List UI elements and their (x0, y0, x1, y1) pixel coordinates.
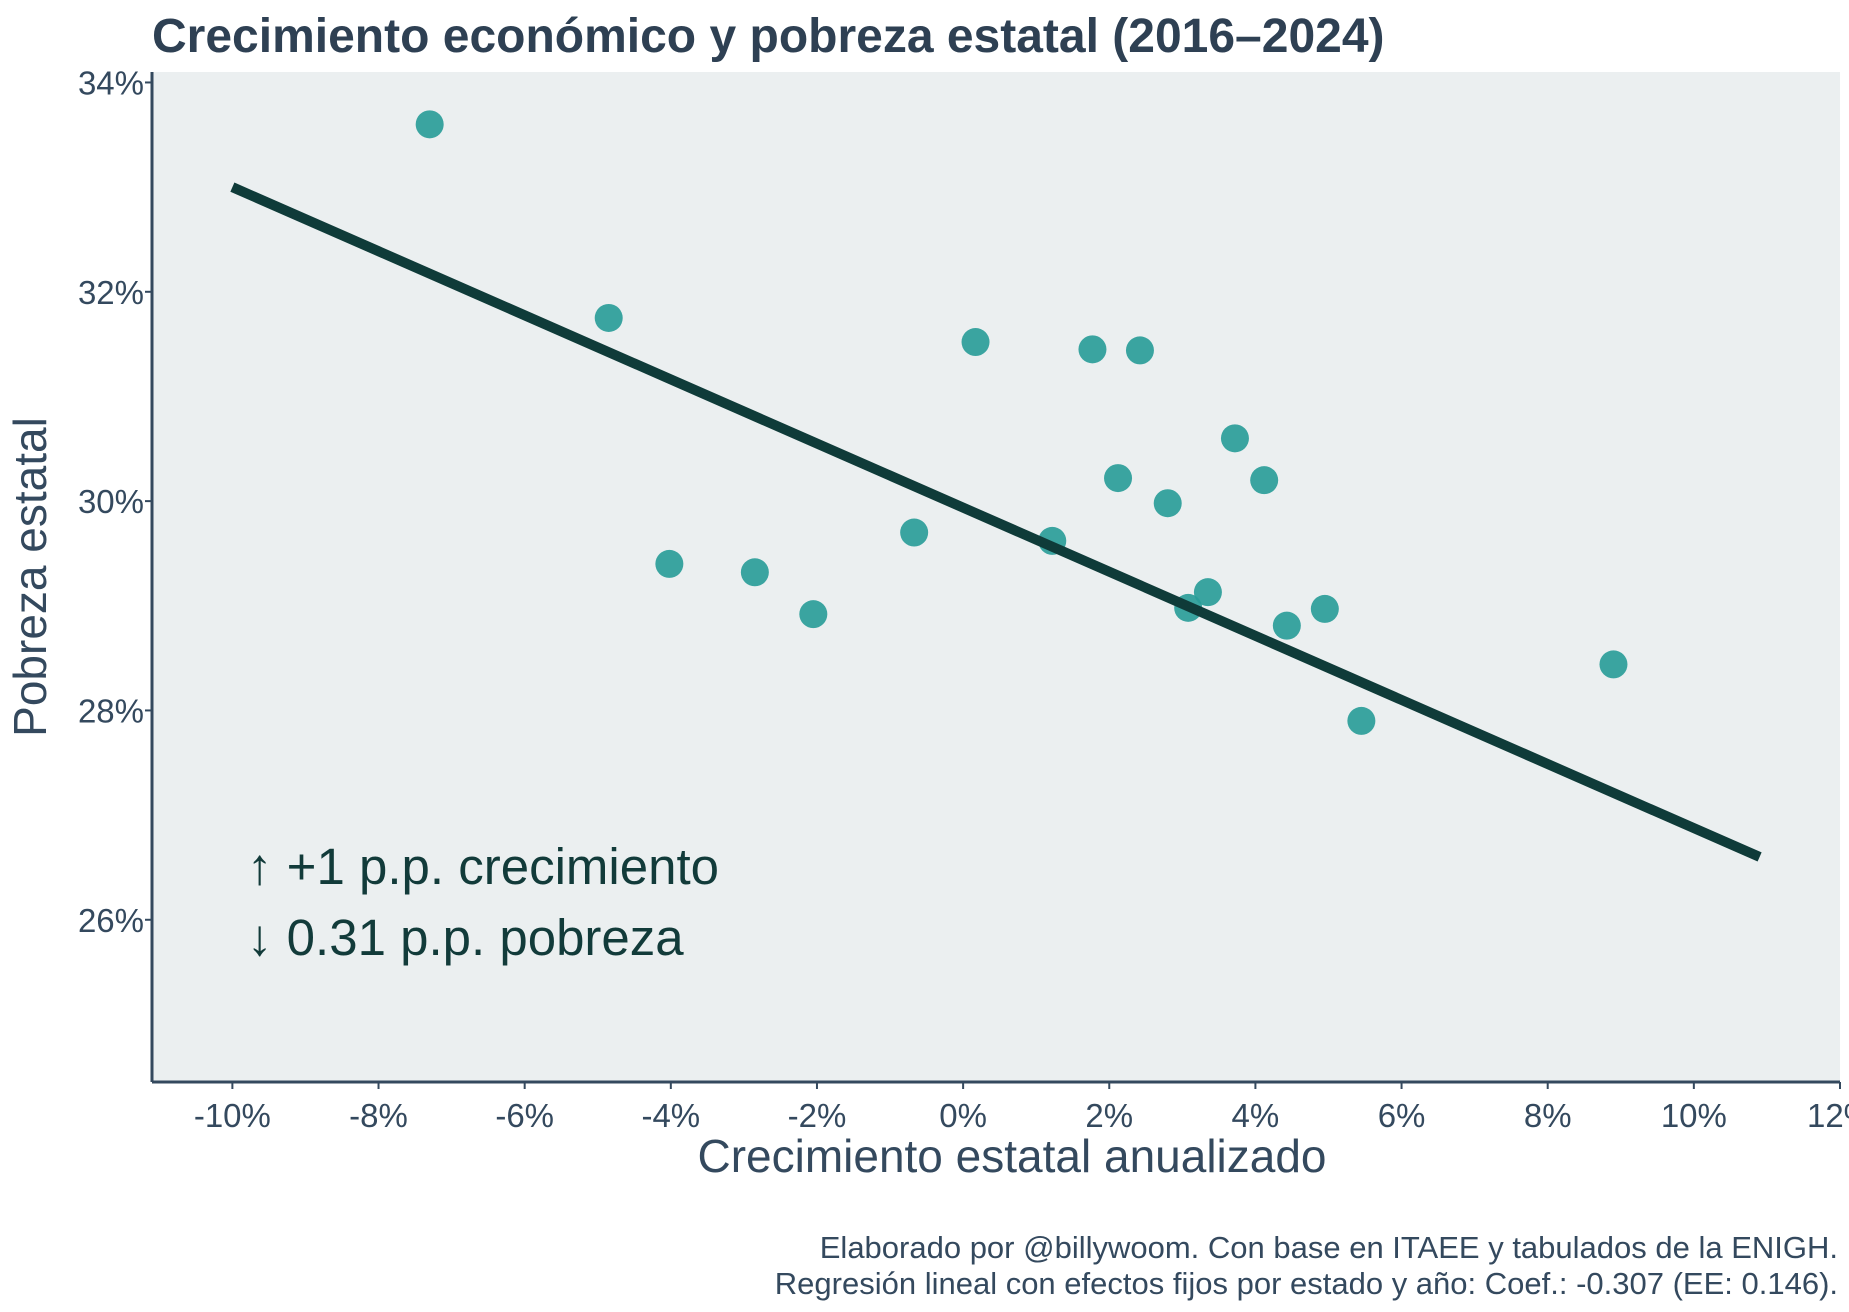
y-tick-label: 28% (78, 692, 144, 729)
data-point (1347, 706, 1376, 735)
data-point (1078, 335, 1107, 364)
y-tick-label: 34% (78, 64, 144, 101)
data-point (415, 110, 444, 139)
x-tick-label: 8% (1524, 1097, 1572, 1134)
data-point (1220, 424, 1249, 453)
y-tick-label: 30% (78, 483, 144, 520)
x-tick-label: 12% (1807, 1097, 1849, 1134)
caption-source: Elaborado por @billywoom. Con base en IT… (820, 1230, 1838, 1265)
y-tick-label: 32% (78, 274, 144, 311)
data-point (961, 328, 990, 357)
x-tick-label: -4% (641, 1097, 700, 1134)
chart-title: Crecimiento económico y pobreza estatal … (152, 10, 1385, 63)
x-tick-label: 2% (1085, 1097, 1133, 1134)
data-point (1193, 578, 1222, 607)
y-axis-ticks: 26% 28% 30% 32% 34% (78, 64, 152, 939)
x-tick-label: -6% (495, 1097, 554, 1134)
data-point (1104, 464, 1133, 493)
y-tick-label: 26% (78, 902, 144, 939)
x-tick-label: 0% (939, 1097, 987, 1134)
data-point (594, 303, 623, 332)
x-tick-label: -8% (349, 1097, 408, 1134)
data-point (1599, 650, 1628, 679)
data-point (900, 518, 929, 547)
data-point (655, 549, 684, 578)
data-point (1125, 336, 1154, 365)
x-tick-label: -2% (788, 1097, 847, 1134)
data-point (1272, 611, 1301, 640)
data-point (799, 600, 828, 629)
x-axis-ticks: -10% -8% -6% -4% -2% 0% 2% 4% 6% 8% 10% 12% (194, 1082, 1849, 1134)
x-axis-label: Crecimiento estatal anualizado (697, 1130, 1326, 1182)
x-tick-label: 4% (1232, 1097, 1280, 1134)
annotation-growth: ↑ +1 p.p. crecimiento (247, 838, 719, 895)
x-tick-label: -10% (194, 1097, 271, 1134)
annotation-poverty: ↓ 0.31 p.p. pobreza (247, 909, 684, 966)
data-point (740, 558, 769, 587)
data-point (1250, 466, 1279, 495)
regression-line (230, 182, 1762, 862)
plot-panel (152, 72, 1840, 1082)
x-tick-label: 10% (1661, 1097, 1727, 1134)
data-points (415, 110, 1628, 735)
x-tick-label: 6% (1378, 1097, 1426, 1134)
data-point (1153, 489, 1182, 518)
data-point (1310, 594, 1339, 623)
caption-method: Regresión lineal con efectos fijos por e… (775, 1266, 1838, 1301)
y-axis-label: Pobreza estatal (4, 417, 56, 737)
